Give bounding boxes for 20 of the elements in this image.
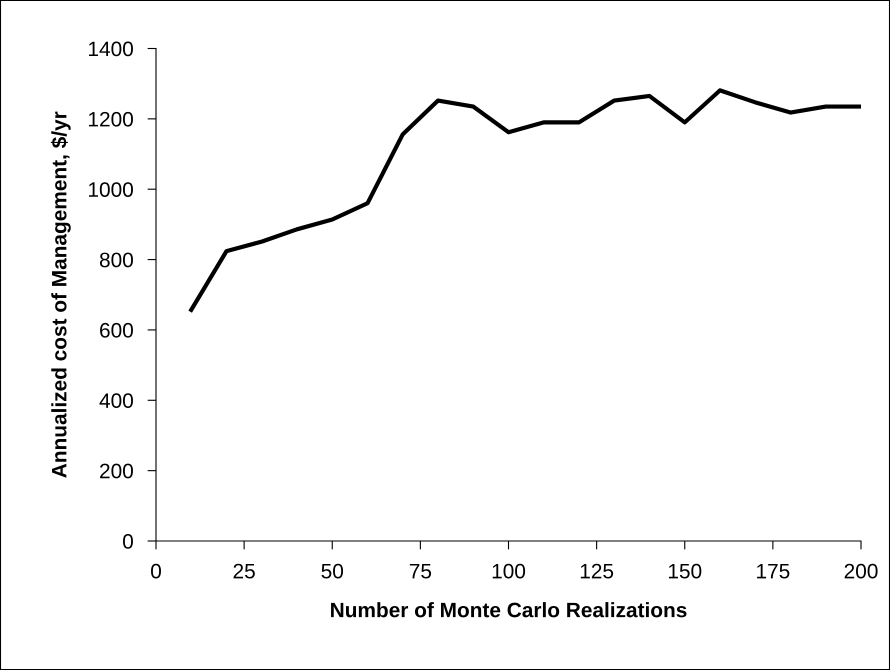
y-tick-label: 1200 xyxy=(89,112,133,127)
x-tick-label: 25 xyxy=(234,564,255,579)
y-tick-label: 1000 xyxy=(89,182,133,197)
y-tick-label: 1400 xyxy=(89,42,133,56)
y-tick-label: 400 xyxy=(100,393,133,408)
line-series xyxy=(189,88,861,312)
y-tick-label: 600 xyxy=(100,322,133,338)
x-tick-label: 50 xyxy=(322,564,344,579)
y-tick-label: 200 xyxy=(100,464,133,478)
x-tick-label: 150 xyxy=(668,564,702,579)
x-tick-label: 75 xyxy=(410,564,432,579)
y-axis-title: Annualized cost of Management, $/yr xyxy=(50,112,71,478)
x-tick-label: 0 xyxy=(151,564,161,579)
x-tick-label: 125 xyxy=(580,564,614,579)
x-axis-title: Number of Monte Carlo Realizations xyxy=(331,602,686,618)
x-tick-label: 175 xyxy=(757,564,790,579)
y-tick-label: 800 xyxy=(100,252,133,268)
y-tick-label: 0 xyxy=(123,534,133,549)
x-tick-label: 100 xyxy=(492,564,526,579)
x-tick-label: 200 xyxy=(844,564,878,579)
